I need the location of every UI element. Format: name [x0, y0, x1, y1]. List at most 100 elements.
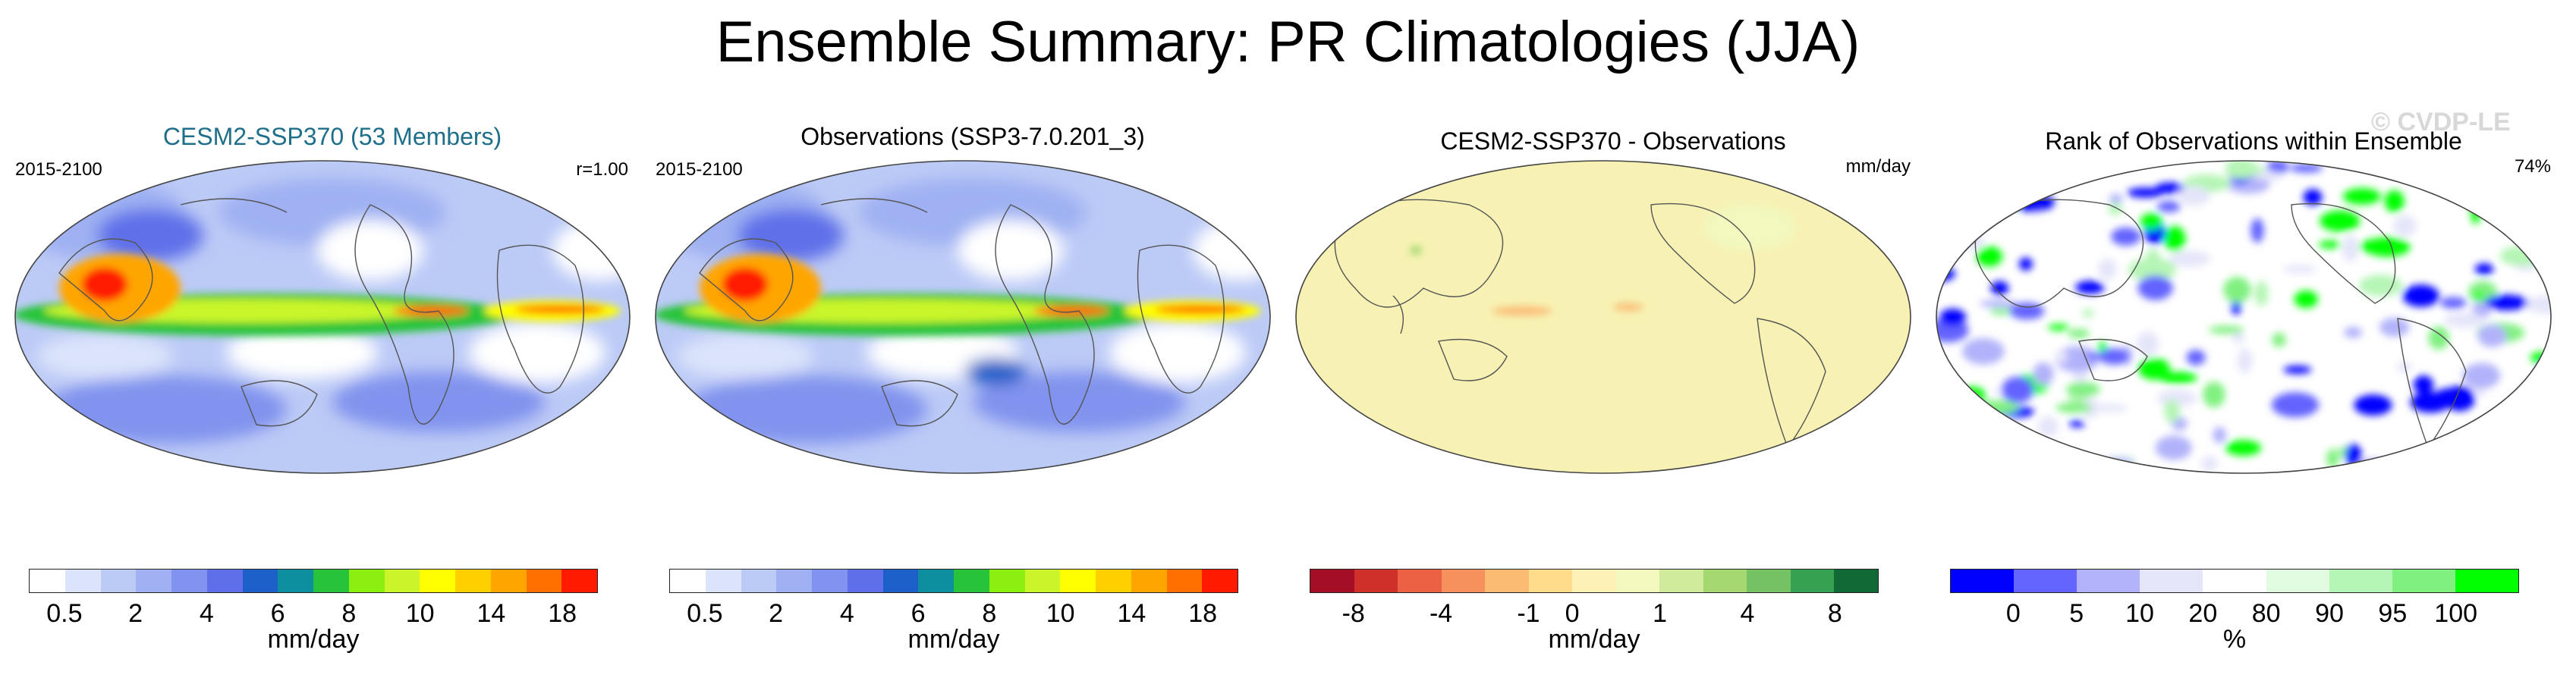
colorbar-swatch: [2140, 570, 2203, 592]
colorbar-tick-label: 14: [477, 599, 506, 628]
rank-blob: [1977, 174, 1995, 187]
rank-blob: [1989, 308, 2015, 315]
rank-blob: [2047, 324, 2070, 331]
rank-blob: [2472, 292, 2484, 300]
colorbar-tick-label: 18: [548, 599, 577, 628]
colorbar-swatch: [1485, 570, 1529, 592]
rank-blob: [2231, 332, 2245, 344]
rank-blob: [2462, 362, 2501, 389]
rank-blob: [2345, 444, 2362, 466]
colorbar-swatch: [1528, 570, 1573, 592]
rank-blob: [2033, 362, 2054, 386]
rank-blob: [2037, 416, 2059, 438]
colorbar-swatch: [1747, 570, 1791, 592]
rank-blob: [1979, 300, 2018, 308]
colorbar: -8 -4 -1 0 1 4 8 mm/day: [1310, 569, 1879, 654]
colorbar-tick-label: 90: [2315, 599, 2344, 628]
colorbar-tick-label: 4: [1740, 599, 1755, 628]
colorbar-swatch: [1060, 570, 1096, 592]
figure-title: Ensemble Summary: PR Climatologies (JJA): [716, 10, 1860, 74]
panel-observations-climatology: Observations (SSP3-7.0.201_3) 2015-2100: [654, 114, 1291, 675]
rank-blob: [2019, 257, 2033, 271]
colorbar-swatch: [384, 570, 420, 592]
colorbar-swatch: [136, 570, 171, 592]
precip-map: [655, 160, 1271, 474]
colorbar-tick-label: 100: [2434, 599, 2478, 628]
rank-blob: [2272, 332, 2286, 347]
colorbar-swatches: [669, 569, 1238, 593]
rank-blob: [2499, 246, 2544, 266]
colorbar-swatch: [561, 570, 597, 592]
colorbar-swatch: [1202, 570, 1238, 592]
colorbar-ticks: 0.5 2 4 6 8 10 14 18: [669, 593, 1238, 628]
rank-blob: [2428, 326, 2449, 350]
rank-blob: [2320, 210, 2361, 232]
rank-blob: [2009, 303, 2045, 320]
rank-blob: [2155, 182, 2185, 194]
colorbar-tick-label: 4: [199, 599, 214, 628]
rank-blob: [2082, 309, 2094, 318]
panel-title: CESM2-SSP370 - Observations: [1440, 127, 1786, 155]
colorbar-tick-label: 0.5: [687, 599, 723, 628]
colorbar: 0.5 2 4 6 8 10 14 18 mm/day: [29, 569, 598, 654]
colorbar-swatch: [171, 570, 207, 592]
rank-blob: [2109, 193, 2123, 204]
rank-blob: [2018, 183, 2051, 196]
colorbar-swatch: [1441, 570, 1486, 592]
rank-blob: [2203, 381, 2225, 408]
rank-blob: [2169, 250, 2211, 267]
rank-blob: [2540, 359, 2551, 380]
rank-blob: [2439, 297, 2467, 309]
rank-blob: [2019, 161, 2054, 164]
rank-blob: [1976, 246, 2003, 267]
rank-blob: [2413, 375, 2434, 394]
colorbar-swatch: [1834, 570, 1878, 592]
rank-blob: [2512, 443, 2551, 466]
colorbar-tick-label: 2: [769, 599, 784, 628]
rank-blob: [2358, 275, 2403, 297]
rank-blob: [2237, 348, 2253, 374]
rank-blob: [2379, 318, 2410, 337]
rank-blob: [1955, 232, 1985, 250]
colorbar-tick-label: 8: [1827, 599, 1842, 628]
rank-blob: [2096, 161, 2125, 171]
colorbar-swatch: [2329, 570, 2392, 592]
colorbar-swatch: [348, 570, 385, 592]
rank-blob: [1939, 309, 1967, 327]
colorbar-swatch: [670, 570, 706, 592]
rank-blob: [2075, 281, 2105, 294]
units-label: mm/day: [1845, 156, 1911, 177]
rank-blob: [2547, 161, 2551, 170]
rank-blob: [2223, 277, 2251, 303]
colorbar-tick-label: 95: [2378, 599, 2408, 628]
colorbar-tick-label: -1: [1517, 599, 1540, 628]
rank-blob: [2359, 238, 2408, 255]
watermark: © CVDP-LE: [2371, 108, 2511, 137]
rank-blob: [2164, 226, 2186, 252]
rank-blob: [2444, 312, 2485, 328]
colorbar-swatch: [1572, 570, 1616, 592]
colorbar: 0 5 10 20 80 90 95 100 %: [1950, 569, 2519, 654]
pattern-correlation: r=1.00: [576, 159, 628, 180]
period-label: 2015-2100: [656, 159, 743, 180]
rank-blob: [2201, 456, 2218, 472]
rank-blob: [2402, 284, 2439, 307]
rank-blob: [2318, 240, 2342, 249]
colorbar-swatch: [1024, 570, 1061, 592]
itcz-band: [15, 254, 621, 336]
colorbar-swatch: [1703, 570, 1747, 592]
rank-blob: [2289, 163, 2323, 173]
rank-blob: [2534, 161, 2547, 171]
colorbar-ticks: 0 5 10 20 80 90 95 100: [1950, 593, 2519, 628]
colorbar-ticks: 0.5 2 4 6 8 10 14 18: [29, 593, 598, 628]
colorbar-swatch: [812, 570, 848, 592]
colorbar-tick-label: 0.5: [46, 599, 83, 628]
panel-ensemble-climatology: CESM2-SSP370 (53 Members) 2015-2100 r=1.…: [14, 114, 651, 675]
colorbar-unit: mm/day: [267, 625, 360, 654]
rank-blob: [2098, 258, 2117, 281]
rank-blob: [2127, 187, 2163, 198]
rank-blob: [2159, 372, 2197, 384]
colorbar-swatch: [2392, 570, 2455, 592]
rank-blob: [2208, 325, 2244, 334]
rank-blob: [2140, 213, 2162, 231]
